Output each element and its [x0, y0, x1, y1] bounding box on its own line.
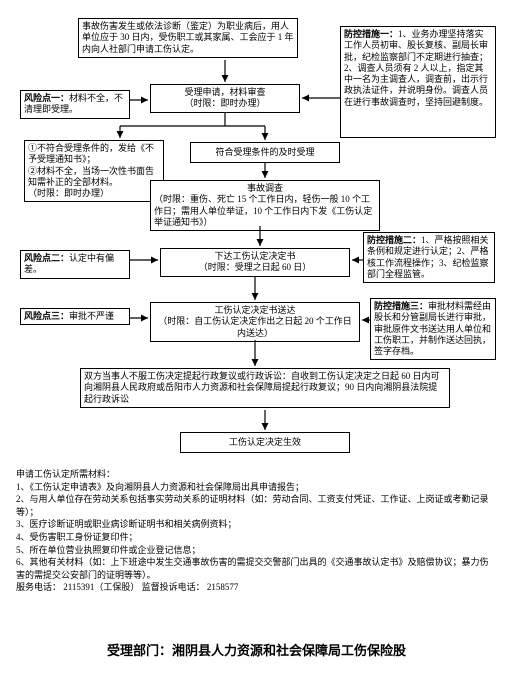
node-prev1: 防控措施一：1、业务办理坚持落实工作人员初审、股长复核、副局长审批，纪检监察部门… [340, 26, 496, 138]
node-reject-text: ①不符合受理条件的，发给《不予受理通知书》； ②材料不全，当场一次性书面告知需补… [28, 143, 154, 198]
footer-item-3: 3、医疗诊断证明或职业病诊断证明书和相关病例资料； [16, 518, 496, 531]
node-appeal: 双方当事人不服工伤决定提起行政复议或行政诉讼：自收到工伤认定决定之日起 60 日… [80, 368, 450, 408]
node-decide-l2: （时限：受理之日起 60 日） [199, 262, 312, 272]
node-effect-text: 工伤认定决定生效 [229, 437, 301, 447]
node-decide: 下达工伤认定决定书 （时限：受理之日起 60 日） [160, 248, 350, 277]
node-effect: 工伤认定决定生效 [180, 432, 350, 453]
footer-item-4: 4、受伤害职工身份证复印件； [16, 531, 496, 544]
node-prev1-text: 防控措施一：1、业务办理坚持落实工作人员初审、股长复核、副局长审批，纪检监察部门… [344, 29, 488, 107]
node-appeal-text: 双方当事人不服工伤决定提起行政复议或行政诉讼：自收到工伤认定决定之日起 60 日… [84, 371, 440, 404]
dept-text: 受理部门：湘阴县人力资源和社会保障局工伤保险股 [107, 643, 406, 658]
dept-line: 受理部门：湘阴县人力资源和社会保障局工伤保险股 [0, 640, 513, 659]
node-prev3-text: 防控措施三：审批材料需经由股长和分管副局长进行审批，审批原件文书送达用人单位和工… [374, 301, 491, 356]
node-invest-l1: 事故调查 [247, 183, 283, 193]
node-risk2-text: 风险点二：认定中有偏差。 [24, 253, 114, 274]
node-start-text: 事故伤害发生或依法诊断（鉴定）为职业病后，用人单位应于 30 日内，受伤职工或其… [82, 21, 294, 54]
node-risk3-text: 风险点三：审批不严谨 [24, 311, 114, 321]
footer-phones: 服务电话： 2115391（工保股） 监督投诉电话： 2158577 [16, 581, 496, 594]
node-prev3: 防控措施三：审批材料需经由股长和分管副局长进行审批，审批原件文书送达用人单位和工… [370, 298, 496, 360]
footer-title: 申请工伤认定所需材料： [16, 468, 496, 481]
node-review-l2: （时限：即时办理） [184, 98, 265, 108]
node-risk1: 风险点一：材料不全，不清理即受理。 [20, 90, 130, 119]
node-prev2: 防控措施二：1、严格按照相关条例和规定进行认定；2、严格核工作流程操作；3、纪检… [363, 232, 495, 283]
footer-item-6: 6、其他有关材料（如：上下班途中发生交通事故伤害的需提交交警部门出具的《交通事故… [16, 556, 496, 581]
footer-item-2: 2、与用人单位存在劳动关系包括事实劳动关系的证明材料（如：劳动合同、工资支付凭证… [16, 493, 496, 518]
node-decide-l1: 下达工伤认定决定书 [214, 251, 295, 261]
node-deliver-l2: （时限：自工伤认定决定作出之日起 20 个工作日内送达） [158, 316, 352, 337]
node-invest: 事故调查 （时限：重伤、死亡 15 个工作日内，轻伤一般 10 个工作日；需用人… [150, 180, 380, 231]
node-risk2: 风险点二：认定中有偏差。 [20, 250, 130, 279]
footer-item-5: 5、所在单位营业执照复印件或企业登记信息； [16, 544, 496, 557]
node-accept: 符合受理条件的及时受理 [190, 142, 340, 163]
node-review-l1: 受理申请，材料审查 [184, 87, 265, 97]
node-reject: ①不符合受理条件的，发给《不予受理通知书》； ②材料不全，当场一次性书面告知需补… [24, 140, 164, 202]
node-invest-l2: （时限：重伤、死亡 15 个工作日内，轻伤一般 10 个工作日；需用人单位举证，… [154, 194, 376, 228]
node-accept-text: 符合受理条件的及时受理 [215, 147, 314, 157]
node-prev2-text: 防控措施二：1、严格按照相关条例和规定进行认定；2、严格核工作流程操作；3、纪检… [367, 235, 489, 279]
node-deliver-l1: 工伤认定决定书送达 [214, 305, 295, 315]
node-deliver: 工伤认定决定书送达 （时限：自工伤认定决定作出之日起 20 个工作日内送达） [150, 302, 360, 342]
node-review: 受理申请，材料审查 （时限：即时办理） [150, 84, 300, 113]
flowchart-canvas: 事故伤害发生或依法诊断（鉴定）为职业病后，用人单位应于 30 日内，受伤职工或其… [0, 0, 513, 691]
footer-item-1: 1、《工伤认定申请表》及向湘阴县人力资源和社会保障局出具申请报告； [16, 481, 496, 494]
node-risk1-text: 风险点一：材料不全，不清理即受理。 [24, 93, 123, 114]
node-start: 事故伤害发生或依法诊断（鉴定）为职业病后，用人单位应于 30 日内，受伤职工或其… [78, 18, 298, 58]
footer-block: 申请工伤认定所需材料： 1、《工伤认定申请表》及向湘阴县人力资源和社会保障局出具… [16, 468, 496, 594]
node-risk3: 风险点三：审批不严谨 [20, 308, 130, 325]
